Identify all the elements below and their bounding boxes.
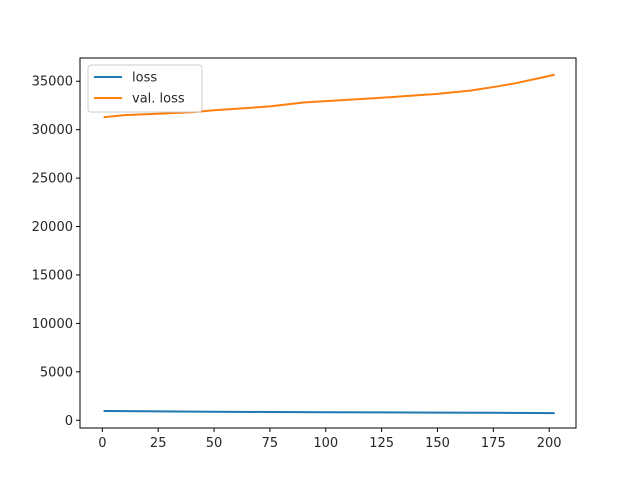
x-tick-label: 0	[98, 436, 106, 451]
plot-lines	[103, 73, 555, 415]
x-axis: 0 25 50 75 100 125 150 175 200	[98, 428, 562, 451]
x-tick-label: 25	[150, 436, 167, 451]
y-tick-label: 15000	[32, 268, 73, 283]
y-tick-label: 20000	[32, 220, 73, 235]
y-tick-label: 30000	[32, 123, 73, 138]
x-tick-label: 75	[262, 436, 279, 451]
x-tick-label: 100	[313, 436, 338, 451]
legend-label-1: val. loss	[132, 92, 185, 107]
y-tick-label: 25000	[32, 172, 73, 187]
x-tick-label: 50	[206, 436, 223, 451]
y-tick-label: 0	[65, 414, 73, 429]
x-tick-label: 200	[537, 436, 562, 451]
y-tick-label: 10000	[32, 317, 73, 332]
x-tick-label: 150	[425, 436, 450, 451]
axes-frame	[79, 57, 577, 429]
x-tick-label: 125	[369, 436, 394, 451]
legend: loss val. loss	[87, 64, 203, 113]
y-tick-label: 35000	[32, 75, 73, 90]
y-tick-label: 5000	[40, 365, 73, 380]
x-tick-label: 175	[481, 436, 506, 451]
y-axis: 0 5000 10000 15000 20000 25000 30000 35000	[32, 75, 80, 429]
legend-label-0: loss	[132, 71, 157, 86]
series-line-1	[103, 73, 555, 119]
series-line-0	[103, 409, 555, 415]
